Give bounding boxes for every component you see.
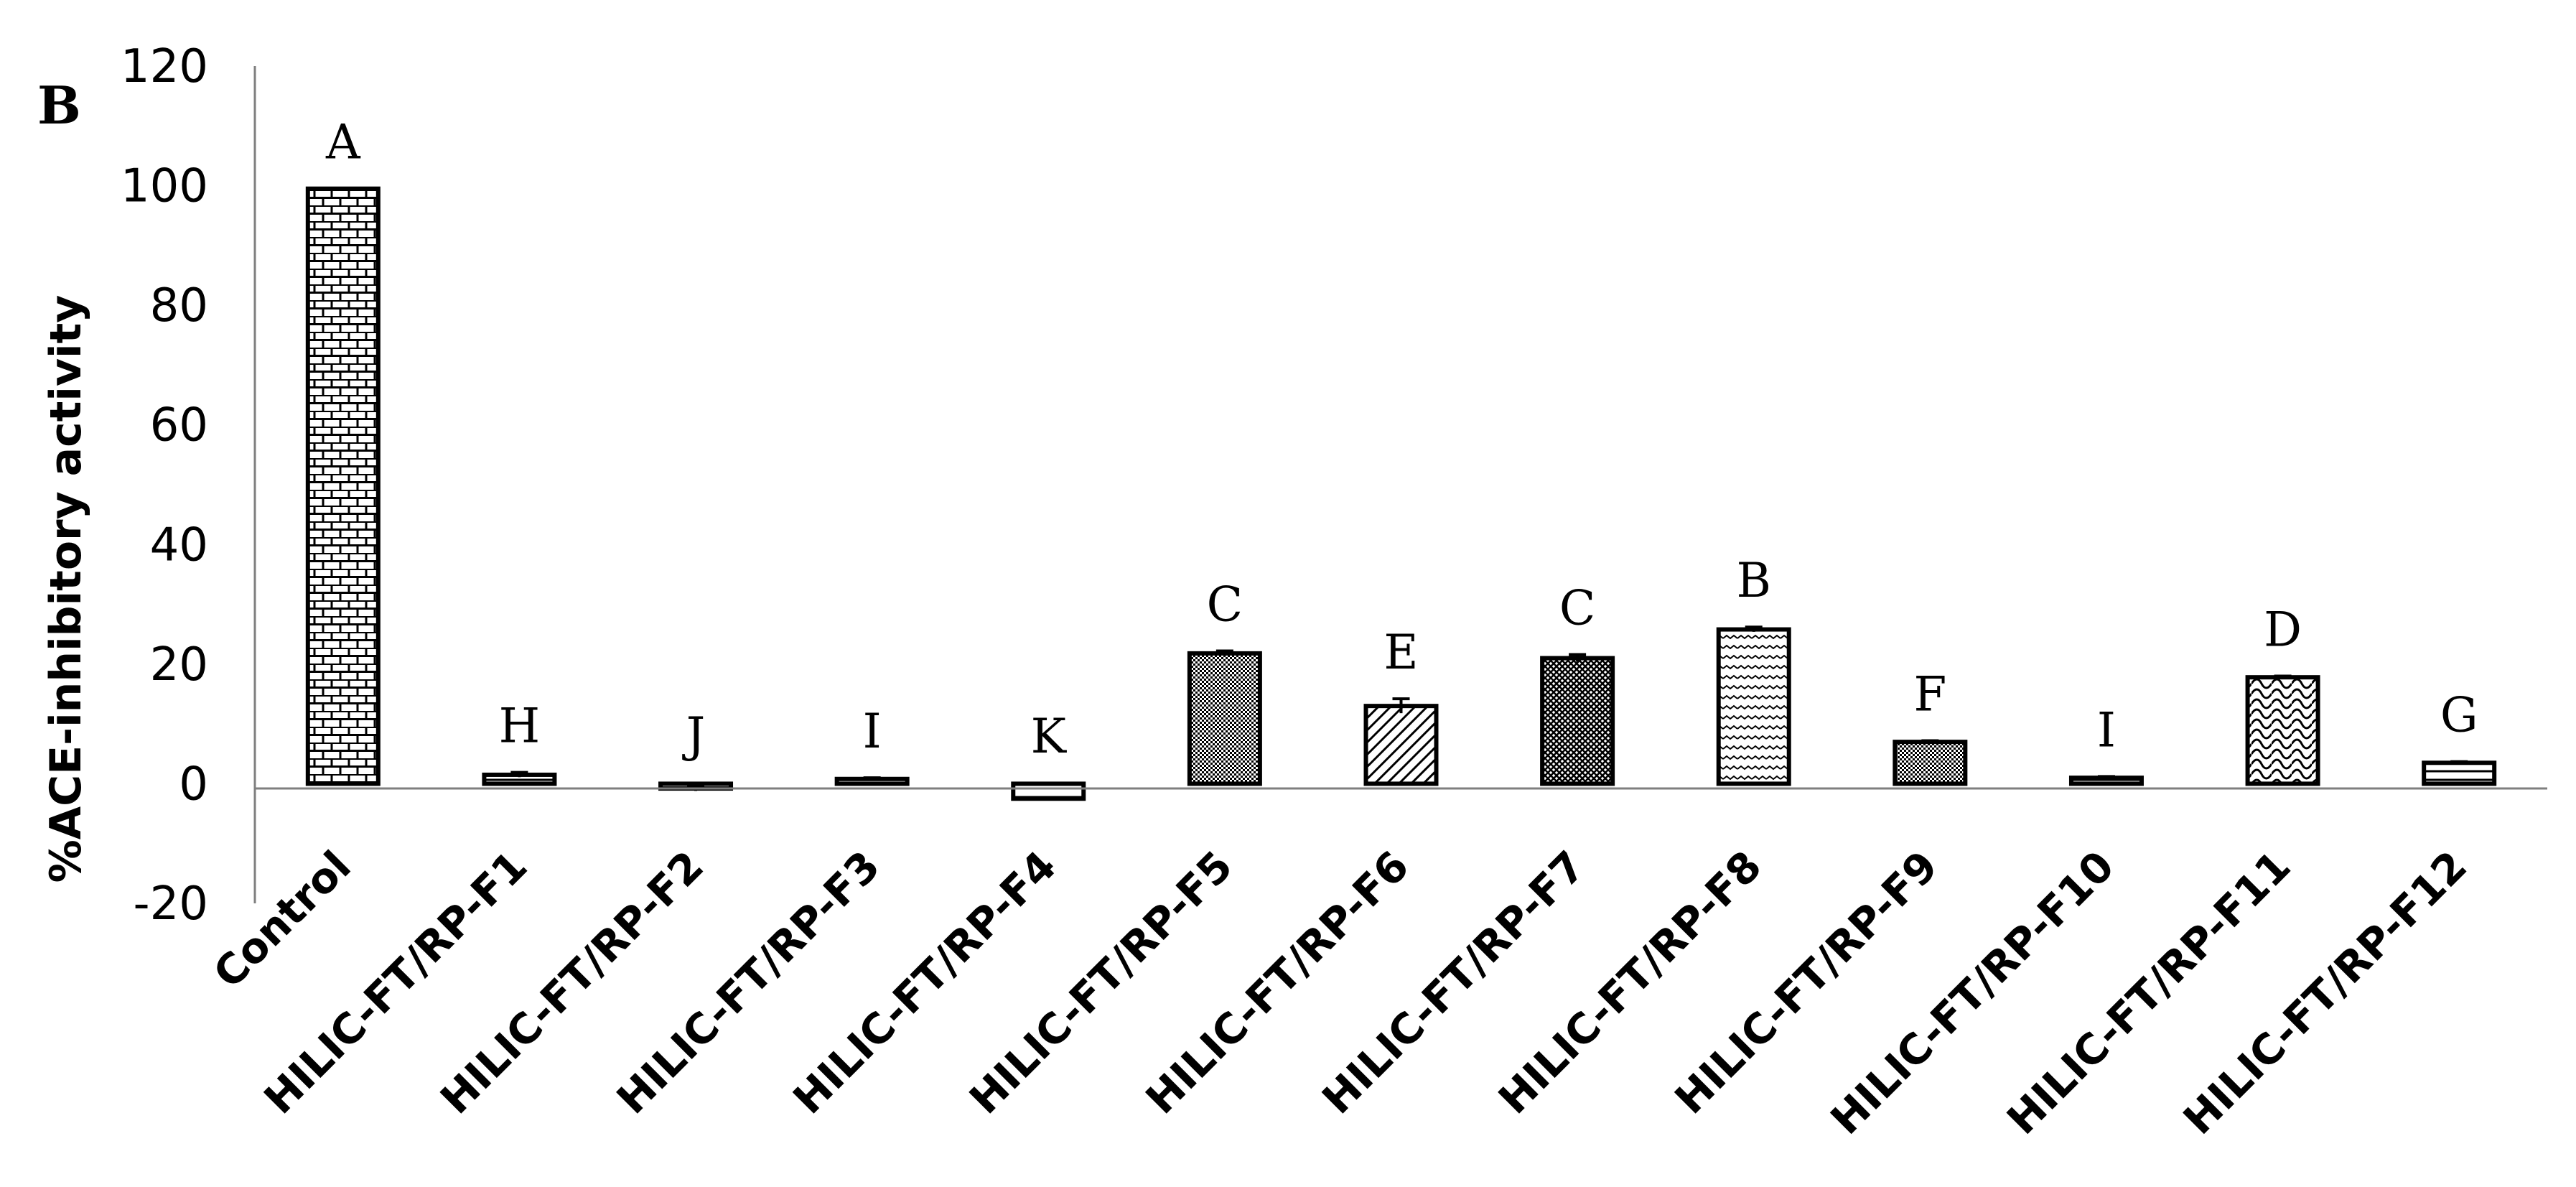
- significance-letter: C: [1559, 581, 1596, 636]
- panel-label: B: [37, 75, 81, 136]
- significance-letter: C: [1207, 577, 1243, 633]
- y-tick-label: -20: [133, 878, 208, 931]
- y-tick-label: 100: [121, 160, 208, 213]
- significance-letter: F: [1913, 666, 1946, 722]
- significance-letters: A H J I K C E C B F I D G: [325, 115, 2478, 764]
- bar: [1716, 627, 1791, 786]
- significance-letter: K: [1031, 709, 1068, 764]
- x-tick-label: Control: [204, 842, 360, 998]
- significance-letter: G: [2440, 688, 2478, 743]
- y-axis-label: %ACE-inhibitory activity: [41, 295, 91, 883]
- bar: [1363, 704, 1439, 786]
- significance-letter: B: [1736, 553, 1771, 608]
- significance-letter: A: [325, 115, 361, 170]
- significance-letter: J: [682, 707, 705, 763]
- y-tick-label: 60: [150, 399, 208, 452]
- bar: [1540, 656, 1615, 786]
- bars: [305, 186, 2497, 801]
- y-axis-ticks: -20 0 20 40 60 80 100 120: [121, 40, 208, 931]
- bar: [2245, 675, 2320, 786]
- y-tick-label: 40: [150, 518, 208, 572]
- y-tick-label: 20: [150, 638, 208, 692]
- x-axis-labels: ControlHILIC-FT/RP-F1HILIC-FT/RP-F2HILIC…: [204, 842, 2476, 1144]
- y-tick-label: 80: [150, 279, 208, 332]
- bar: [2422, 760, 2497, 786]
- bar: [1893, 740, 1968, 786]
- bar: [1187, 651, 1262, 786]
- bar: [305, 186, 381, 786]
- y-tick-label: 0: [179, 758, 208, 811]
- significance-letter: D: [2264, 602, 2302, 658]
- significance-letter: E: [1383, 625, 1418, 680]
- y-tick-label: 120: [121, 40, 208, 93]
- significance-letter: I: [863, 704, 882, 759]
- significance-letter: H: [499, 699, 541, 754]
- significance-letter: I: [2097, 702, 2116, 758]
